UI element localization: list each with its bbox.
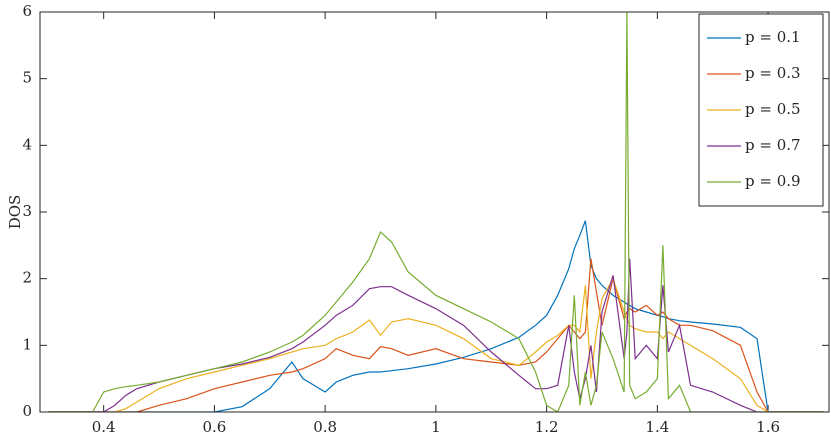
x-tick-label: 0.6 bbox=[202, 418, 226, 436]
x-tick-label: 1.6 bbox=[756, 418, 780, 436]
y-tick-label: 4 bbox=[22, 135, 32, 153]
y-tick-label: 6 bbox=[22, 2, 32, 20]
y-tick-label: 1 bbox=[22, 335, 32, 353]
line bbox=[48, 258, 824, 412]
x-tick-label: 1.2 bbox=[535, 418, 559, 436]
x-tick-label: 1 bbox=[431, 418, 441, 436]
line bbox=[48, 258, 824, 412]
axes-box bbox=[39, 11, 830, 413]
x-tick-label: 1.4 bbox=[645, 418, 669, 436]
x-tick-label: 0.4 bbox=[92, 418, 116, 436]
y-tick-label: 5 bbox=[22, 69, 32, 87]
line bbox=[48, 11, 824, 412]
legend-label: p = 0.7 bbox=[745, 136, 801, 154]
legend-label: p = 0.9 bbox=[745, 172, 801, 190]
legend-label: p = 0.3 bbox=[745, 64, 801, 82]
line bbox=[48, 277, 824, 412]
x-tick-label: 0.8 bbox=[313, 418, 337, 436]
y-tick-label: 3 bbox=[22, 202, 32, 220]
y-axis-label: DOS bbox=[6, 195, 24, 230]
legend-label: p = 0.5 bbox=[745, 100, 801, 118]
y-tick-label: 2 bbox=[22, 269, 32, 287]
y-tick-label: 0 bbox=[22, 402, 32, 420]
legend-label: p = 0.1 bbox=[745, 28, 801, 46]
line bbox=[48, 220, 824, 412]
